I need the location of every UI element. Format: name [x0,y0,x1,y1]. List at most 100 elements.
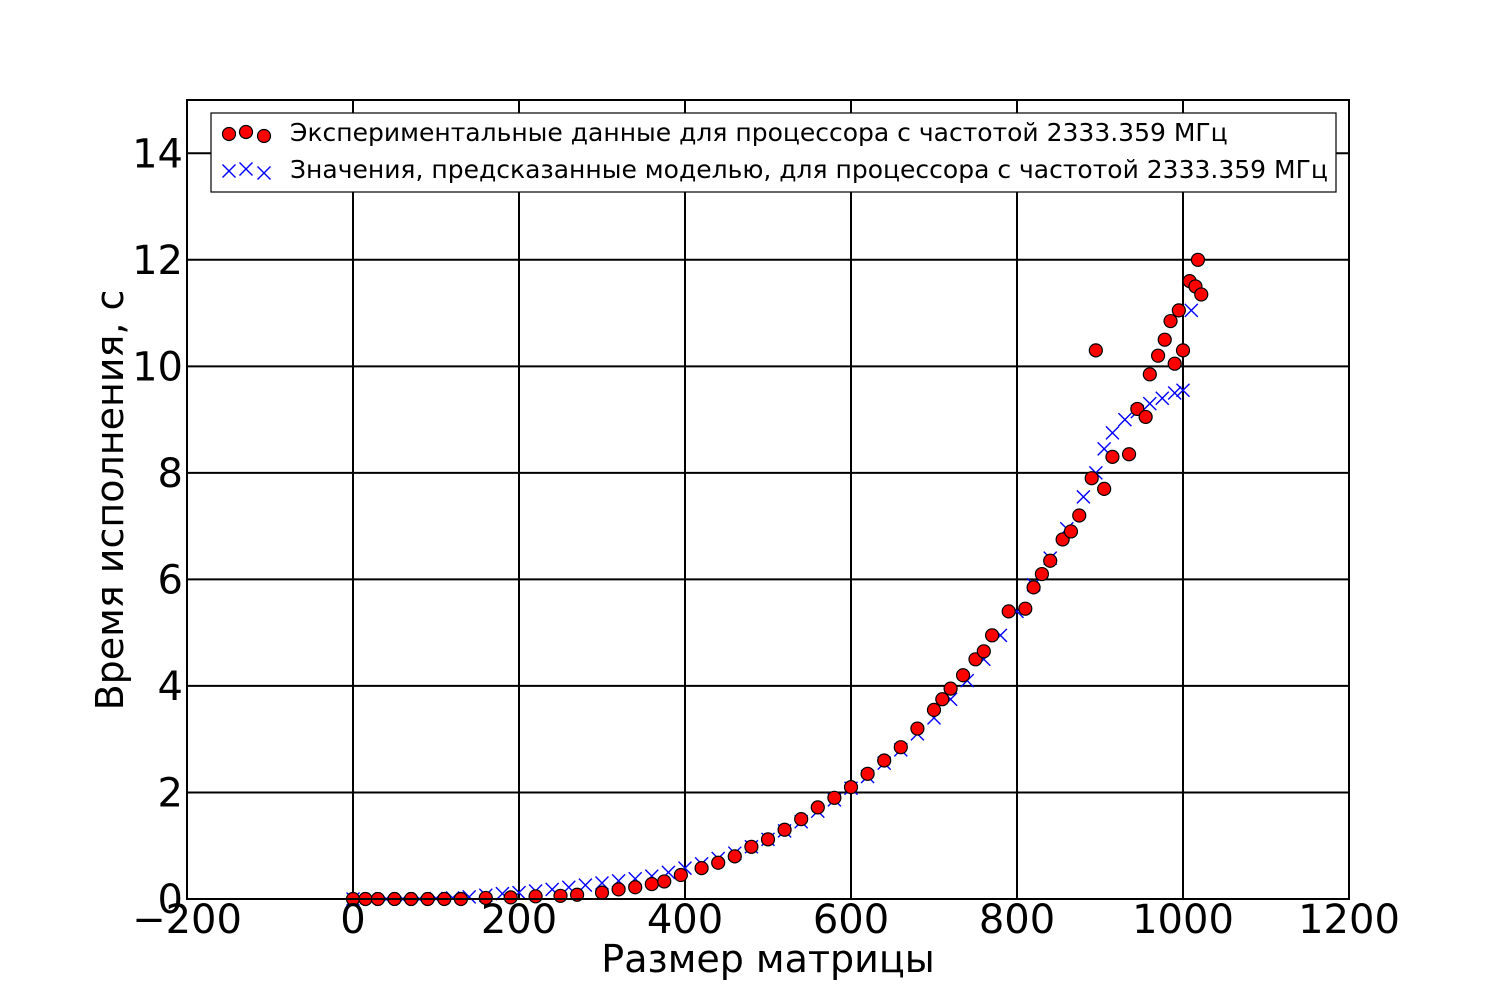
experimental-point [1150,348,1166,363]
experimental-point [628,880,643,895]
y-tick-label: 14 [132,131,183,177]
predicted-point-stroke [545,882,560,897]
experimental-point [1034,566,1050,582]
experimental-point [694,861,709,876]
experimental-point [594,885,610,900]
experimental-point [943,681,958,696]
experimental-point [1043,553,1058,568]
y-tick-label: 6 [158,557,183,603]
experimental-point [1163,313,1178,329]
experimental-point [503,890,518,905]
predicted-point [1167,385,1182,400]
series-experimental [345,252,1209,907]
predicted-point [1142,396,1157,411]
y-tick-label: 12 [132,238,183,284]
experimental-point [1084,471,1099,486]
experimental-point [744,839,759,854]
experimental-point [1157,332,1172,347]
x-tick-label: 1000 [1132,897,1234,943]
predicted-point-stroke [1142,396,1157,411]
predicted-point-stroke [1176,383,1190,398]
experimental-point [777,822,792,837]
experimental-point [893,740,908,755]
experimental-point [1018,601,1033,616]
legend-x-marker [257,166,271,180]
experimental-point [810,800,825,815]
legend-box [210,112,1337,193]
experimental-point [1097,481,1112,496]
experimental-point [1121,447,1137,462]
experimental-point [935,692,950,707]
experimental-point [1001,604,1016,619]
experimental-point [910,721,925,736]
legend-x-marker [239,162,253,176]
experimental-point [727,849,742,864]
experimental-point [673,867,688,883]
y-axis-title: Время исполнения, с [88,290,132,711]
experimental-point [569,887,585,902]
legend-circle-marker [256,128,272,144]
x-tick-label: 600 [813,897,889,943]
experimental-point [1175,343,1191,358]
experimental-point [1142,367,1157,382]
experimental-point [1190,252,1206,267]
predicted-point-stroke [1184,303,1199,318]
y-tick-label: 10 [132,344,183,390]
experimental-point [1105,449,1120,464]
experimental-point [1072,508,1087,523]
experimental-point [1194,287,1209,302]
x-tick-label: 200 [481,897,557,943]
predicted-point [1176,383,1190,398]
predicted-point [1117,412,1132,427]
y-tick-label: 0 [158,877,183,923]
predicted-point-stroke [1155,391,1170,406]
experimental-point [478,890,493,906]
experimental-point [984,628,1000,643]
legend-label-experimental: Экспериментальные данные для процессора … [290,118,1228,147]
x-axis-title: Размер матрицы [601,937,934,981]
experimental-point [976,644,991,659]
series-predicted [346,303,1199,906]
experimental-point [1171,303,1186,318]
experimental-point [794,811,809,827]
predicted-point [1105,425,1120,440]
x-tick-label: 400 [647,897,723,943]
predicted-point-stroke [1117,412,1132,427]
predicted-point-stroke [1105,425,1120,440]
experimental-point [611,882,626,897]
grid-lines [186,100,1350,900]
experimental-point [955,668,971,683]
y-tick-label: 2 [158,770,183,816]
experimental-point [760,832,776,847]
predicted-point-stroke [1076,489,1091,504]
predicted-point [1076,489,1091,504]
experimental-point [1026,580,1041,595]
legend-marker-predicted [222,162,271,180]
legend-marker-experimental [221,124,272,144]
predicted-point [1184,303,1199,318]
legend-circle-marker [238,124,254,140]
legend-x-marker-stroke [257,166,271,180]
x-tick-label: −200 [132,897,242,943]
experimental-point [1063,524,1079,539]
x-tick-label: 800 [979,897,1055,943]
predicted-point-stroke [1167,385,1182,400]
experimental-point [843,780,859,795]
experimental-point [1088,343,1103,358]
legend: Экспериментальные данные для процессора … [210,112,1337,193]
legend-x-marker-stroke [239,162,253,176]
experimental-point [1138,409,1153,425]
experimental-point [877,753,892,768]
experimental-point [1167,356,1182,371]
experimental-point [860,766,875,781]
legend-x-marker [222,164,236,178]
experimental-point [827,790,842,805]
x-tick-label: 0 [340,897,365,943]
predicted-point-stroke [1097,441,1112,456]
legend-label-predicted: Значения, предсказанные моделью, для про… [290,155,1328,184]
plot-area-frame [186,99,1350,900]
data-series [345,252,1209,907]
y-tick-label: 8 [158,451,183,497]
predicted-point [1155,391,1170,406]
